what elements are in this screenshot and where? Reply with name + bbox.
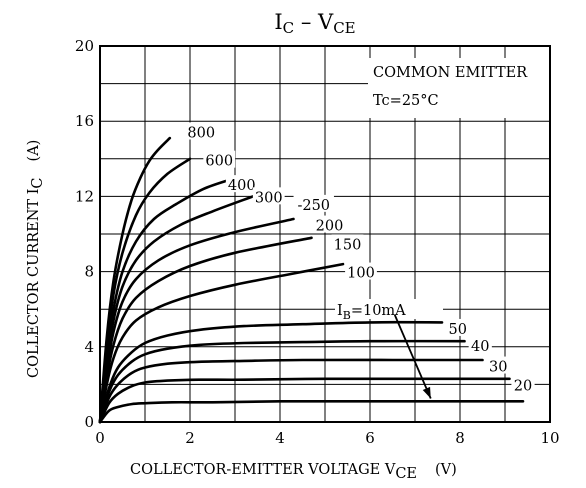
ib-arrow [393, 314, 432, 399]
curve-label-400: 400 [228, 178, 256, 194]
curve-label-bg-100 [345, 262, 377, 280]
curve-label-600: 600 [205, 154, 233, 170]
y-tick-label: 16 [75, 112, 94, 130]
x-axis-label-sub: CE [395, 466, 417, 482]
curve-label-bg-40 [468, 335, 492, 353]
curve-label-bg-400 [225, 175, 258, 193]
x-tick-label: 8 [455, 429, 465, 447]
ib-label-bg [335, 299, 443, 319]
y-axis-label-text: COLLECTOR CURRENT I [26, 189, 42, 378]
legend-line-2: Tc=25°C [373, 93, 439, 109]
curve-label-bg-800 [185, 122, 218, 140]
curve-label-800: 800 [187, 125, 215, 141]
y-axis-label-sub: C [30, 177, 46, 188]
curve-label-bg-30 [486, 356, 510, 374]
curve-label-30: 30 [489, 360, 507, 376]
arrow-head [422, 386, 431, 399]
x-tick-label: 0 [95, 429, 105, 447]
plot-frame [99, 45, 551, 423]
title-right: V [317, 10, 334, 34]
ib-label-sub: B [343, 309, 351, 322]
curve-label-150: 150 [334, 237, 362, 253]
ib-label-rest: =10mA [351, 303, 406, 319]
curve-label-bg-600 [203, 150, 236, 168]
series-line-ib-20 [98, 377, 511, 424]
series-line-ib-50 [98, 320, 444, 424]
series-curves [98, 136, 525, 424]
chart-title: IC – VCE [274, 10, 355, 37]
series-line-ib-150 [98, 236, 313, 424]
x-axis-label-unit: (V) [435, 462, 457, 478]
legend-box-bg [368, 58, 549, 118]
x-axis-label-text: COLLECTOR-EMITTER VOLTAGE V [130, 462, 396, 478]
y-tick-labels: 0 4 8 12 16 20 [75, 37, 94, 431]
y-axis-label-unit: (A) [26, 140, 42, 162]
curve-label-200: 200 [316, 219, 344, 235]
y-tick-label: 8 [84, 263, 94, 281]
series-line-ib-40 [98, 339, 466, 424]
x-axis-label: COLLECTOR-EMITTER VOLTAGE VCE (V) [130, 462, 457, 482]
series-line-ib-200 [98, 217, 295, 424]
x-tick-label: 2 [185, 429, 195, 447]
curve-label-bg-300 [252, 187, 285, 205]
curve-label-300: 300 [255, 190, 283, 206]
curve-label-bg-20 [511, 375, 535, 393]
y-tick-label: 12 [75, 187, 94, 205]
curve-label-bg-250 [293, 194, 334, 212]
legend-line-1: COMMON EMITTER [373, 65, 528, 81]
x-tick-label: 10 [540, 429, 559, 447]
series-line-ib-400 [98, 178, 232, 424]
title-main: I [274, 10, 282, 34]
arrow-shaft [393, 314, 432, 399]
y-tick-label: 0 [84, 413, 94, 431]
title-right-sub: CE [333, 19, 355, 37]
series-line-ib-100 [98, 262, 345, 424]
curve-label-100: 100 [347, 266, 375, 282]
title-main-sub: C [283, 19, 294, 37]
series-line-ib-10 [98, 399, 525, 424]
curve-label-50: 50 [449, 322, 467, 338]
y-axis-label: COLLECTOR CURRENT IC (A) [26, 140, 46, 378]
curve-label-20: 20 [514, 378, 532, 394]
curve-label-bg-200 [313, 215, 346, 233]
x-tick-labels: 0 2 4 6 8 10 [95, 429, 559, 447]
title-dash: – [294, 10, 318, 34]
y-tick-label: 20 [75, 37, 94, 55]
curve-label-bg-150 [331, 234, 364, 252]
series-line-ib-30 [98, 358, 484, 424]
curve-label-250: -250 [297, 198, 330, 214]
series-line-ib-300 [98, 195, 255, 424]
curve-label-bg-50 [446, 318, 470, 336]
ib-label-main: I [337, 303, 343, 319]
ib-label: IB=10mA [337, 303, 406, 322]
x-tick-label: 4 [275, 429, 285, 447]
y-tick-label: 4 [84, 338, 94, 356]
curve-label-40: 40 [471, 339, 489, 355]
x-tick-label: 6 [365, 429, 375, 447]
